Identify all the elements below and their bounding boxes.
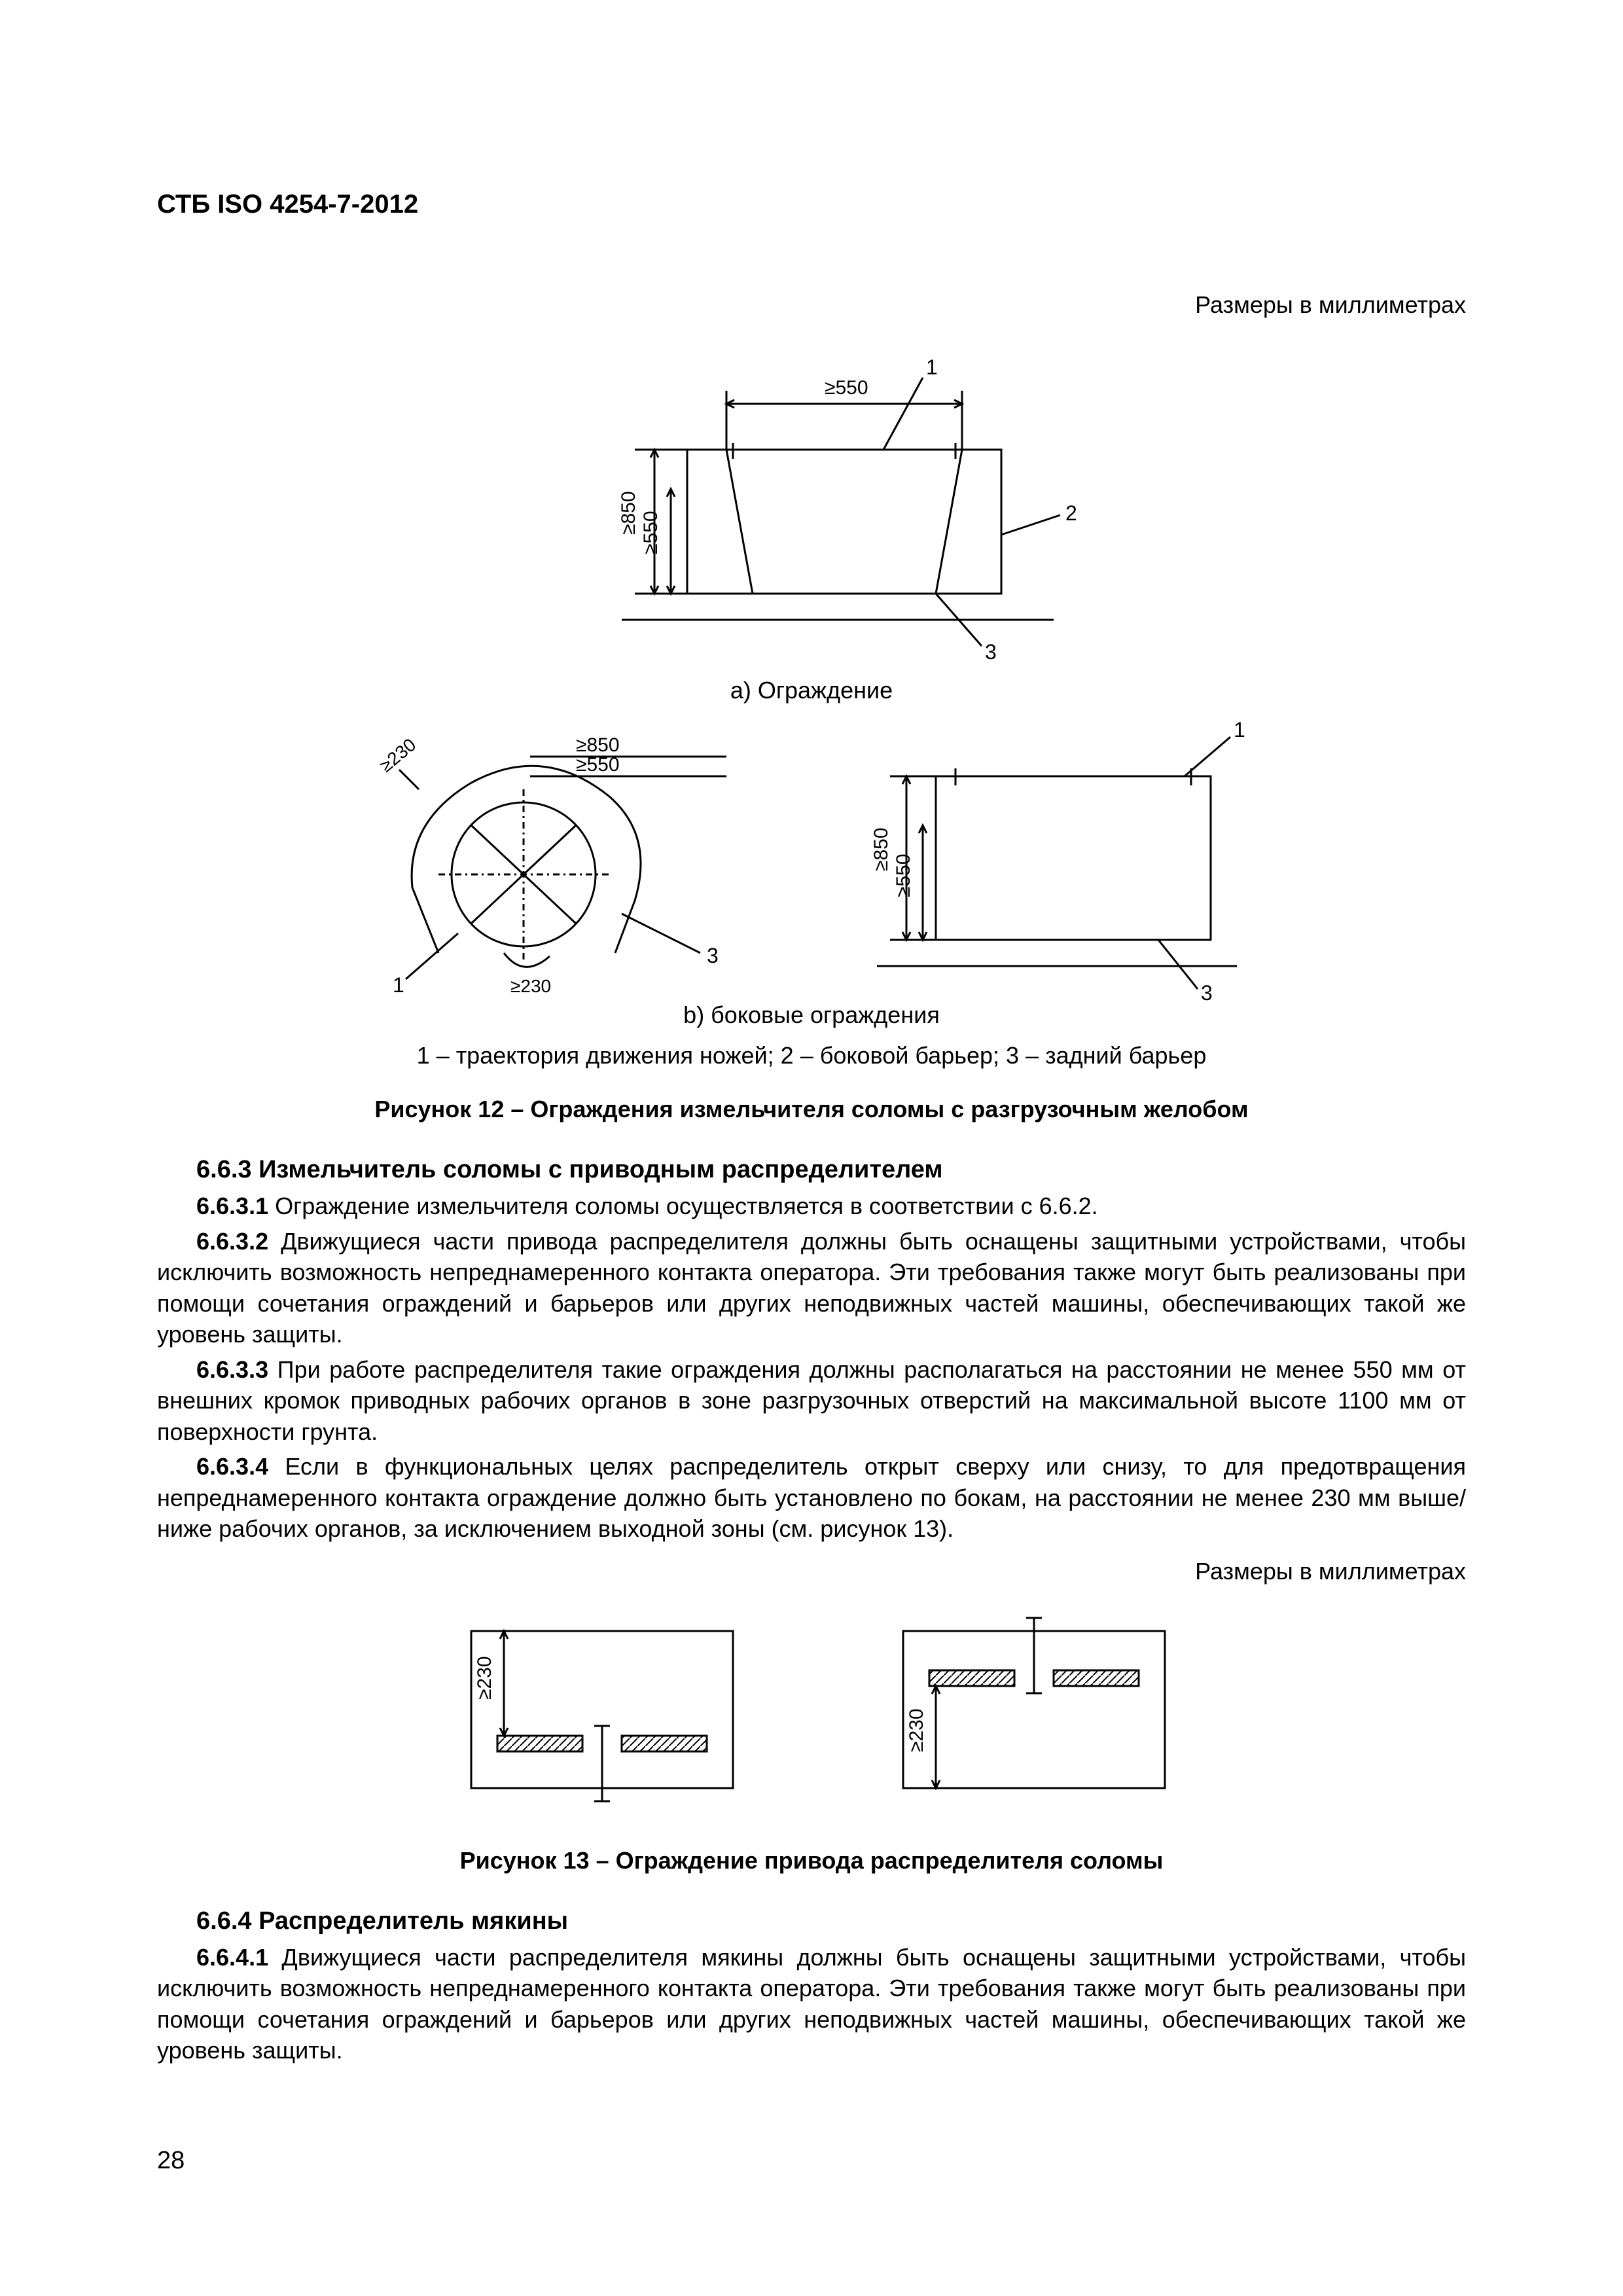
- dim-550: ≥550: [640, 511, 662, 554]
- dimensions-note-2: Размеры в миллиметрах: [157, 1558, 1466, 1585]
- dim-230-f13b: ≥230: [906, 1708, 927, 1752]
- para-6632: 6.6.3.2 Движущиеся части привода распред…: [157, 1226, 1466, 1350]
- page-number: 28: [157, 2147, 185, 2175]
- num-6641: 6.6.4.1: [196, 1944, 268, 1971]
- figure-13-title: Рисунок 13 – Ограждение привода распреде…: [157, 1847, 1466, 1874]
- dimensions-note: Размеры в миллиметрах: [157, 291, 1466, 319]
- document-id: СТБ ISO 4254-7-2012: [157, 190, 1466, 219]
- label-1-b: 1: [393, 973, 404, 997]
- text-6632: Движущиеся части привода распределителя …: [157, 1228, 1466, 1348]
- text-6641: Движущиеся части распределителя мякины д…: [157, 1944, 1466, 2064]
- para-6641: 6.6.4.1 Движущиеся части распределителя …: [157, 1942, 1466, 2066]
- label-2: 2: [1065, 501, 1077, 525]
- num-6634: 6.6.3.4: [196, 1453, 268, 1480]
- dim-550-b: ≥550: [576, 754, 620, 776]
- text-6631: Ограждение измельчителя соломы осуществл…: [268, 1193, 1098, 1219]
- num-6632: 6.6.3.2: [196, 1228, 268, 1255]
- dim-850-b: ≥850: [576, 734, 620, 756]
- figure-13: ≥230: [157, 1605, 1466, 1874]
- figure-12b-caption: b) боковые ограждения: [157, 1001, 1466, 1029]
- label-1: 1: [926, 355, 938, 379]
- heading-664: 6.6.4 Распределитель мякины: [196, 1907, 1466, 1935]
- para-6631: 6.6.3.1 Ограждение измельчителя соломы о…: [157, 1191, 1466, 1222]
- text-6634: Если в функциональных целях распределите…: [157, 1453, 1466, 1542]
- dim-230-b: ≥230: [376, 734, 419, 776]
- figure-12a: ≥550 ≥850 ≥550 1 2 3 a) Ограждение: [157, 338, 1466, 704]
- label-3-b: 3: [707, 944, 719, 967]
- figure-12a-caption: a) Ограждение: [157, 677, 1466, 704]
- label-1-c: 1: [1234, 718, 1245, 742]
- text-6633: При работе распределителя такие огражден…: [157, 1356, 1466, 1445]
- label-3: 3: [985, 640, 997, 664]
- figure-12-legend: 1 – траектория движения ножей; 2 – боков…: [157, 1042, 1466, 1069]
- dim-850-c: ≥850: [870, 827, 892, 871]
- dim-550-c: ≥550: [893, 853, 914, 897]
- para-6634: 6.6.3.4 Если в функциональных целях расп…: [157, 1451, 1466, 1545]
- figure-12b: ≥850 ≥550 ≥230 ≥230 1 3: [157, 717, 1466, 1123]
- num-6631: 6.6.3.1: [196, 1193, 268, 1219]
- para-6633: 6.6.3.3 При работе распределителя такие …: [157, 1354, 1466, 1448]
- figure-12-title: Рисунок 12 – Ограждения измельчителя сол…: [157, 1096, 1466, 1123]
- dim-850: ≥850: [618, 491, 639, 535]
- dim-230-f13a: ≥230: [474, 1656, 495, 1700]
- dim-230-b2: ≥230: [510, 976, 551, 996]
- num-6633: 6.6.3.3: [196, 1356, 268, 1383]
- heading-663: 6.6.3 Измельчитель соломы с приводным ра…: [196, 1156, 1466, 1184]
- dim-top-550: ≥550: [825, 377, 868, 399]
- label-3-c: 3: [1201, 981, 1213, 1005]
